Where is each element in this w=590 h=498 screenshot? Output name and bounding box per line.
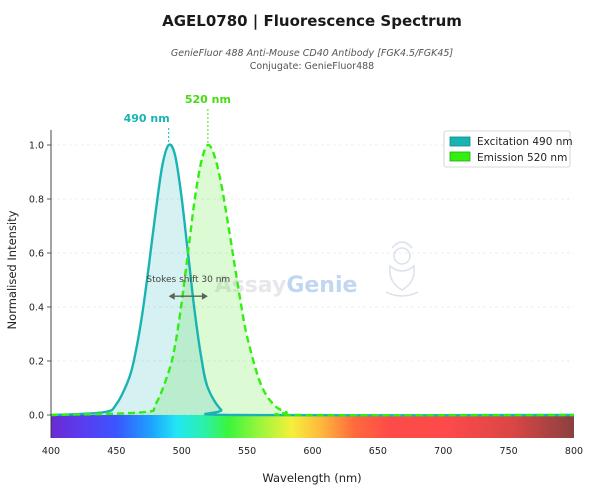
series-line-excitation [50, 143, 575, 417]
x-tick-label: 750 [500, 446, 518, 457]
chart-title: AGEL0780 | Fluorescence Spectrum [162, 12, 462, 31]
stokes-arrowhead-right [201, 292, 208, 300]
chart-subtitle: GenieFluor 488 Anti-Mouse CD40 Antibody … [171, 48, 454, 59]
genie-icon [385, 241, 419, 297]
y-tick-label: 0.0 [29, 411, 44, 422]
x-tick-label: 700 [434, 446, 452, 457]
conjugate-label: Conjugate: GenieFluor488 [250, 61, 374, 72]
peak-label-excitation: 490 nm [124, 112, 170, 125]
svg-text:AssayGenie: AssayGenie [215, 273, 358, 298]
legend-swatch-emission [449, 151, 471, 162]
x-tick-label: 650 [369, 446, 387, 457]
series-line-emission [50, 143, 575, 417]
legend-label-emission: Emission 520 nm [477, 152, 567, 164]
stokes-shift-annotation: Stokes shift 30 nm [146, 275, 230, 300]
x-tick-label: 400 [42, 446, 60, 457]
ticks: 0.0 0.2 0.4 0.6 0.8 1.0 400 450 500 550 600 650 700 7… [29, 141, 583, 458]
x-tick-label: 550 [238, 446, 256, 457]
watermark: AssayGenie [215, 241, 419, 298]
y-axis-label: Normalised Intensity [5, 210, 19, 329]
x-tick-label: 450 [107, 446, 125, 457]
y-tick-label: 0.6 [29, 249, 44, 260]
watermark-suffix: Genie [286, 273, 357, 298]
y-tick-label: 1.0 [29, 141, 44, 152]
legend-swatch-excitation [449, 136, 471, 147]
peak-markers: 490 nm 520 nm [124, 93, 231, 145]
x-tick-label: 800 [565, 446, 583, 457]
legend-box [443, 130, 571, 168]
series-fill-emission [51, 144, 574, 416]
y-tick-label: 0.4 [29, 303, 44, 314]
watermark-prefix: Assay [215, 273, 287, 298]
visible-spectrum-bar [51, 415, 574, 438]
x-axis-label: Wavelength (nm) [262, 471, 361, 485]
stokes-shift-label: Stokes shift 30 nm [146, 275, 230, 285]
peak-label-emission: 520 nm [185, 93, 231, 106]
x-tick-label: 500 [173, 446, 191, 457]
stokes-arrowhead-left [168, 292, 175, 300]
series-fill-excitation [51, 144, 574, 416]
y-tick-label: 0.8 [29, 195, 44, 206]
series-layer [50, 143, 575, 417]
legend-label-excitation: Excitation 490 nm [477, 136, 573, 148]
x-tick-label: 600 [303, 446, 321, 457]
legend: Excitation 490 nm Emission 520 nm [443, 130, 573, 168]
y-tick-label: 0.2 [29, 357, 44, 368]
